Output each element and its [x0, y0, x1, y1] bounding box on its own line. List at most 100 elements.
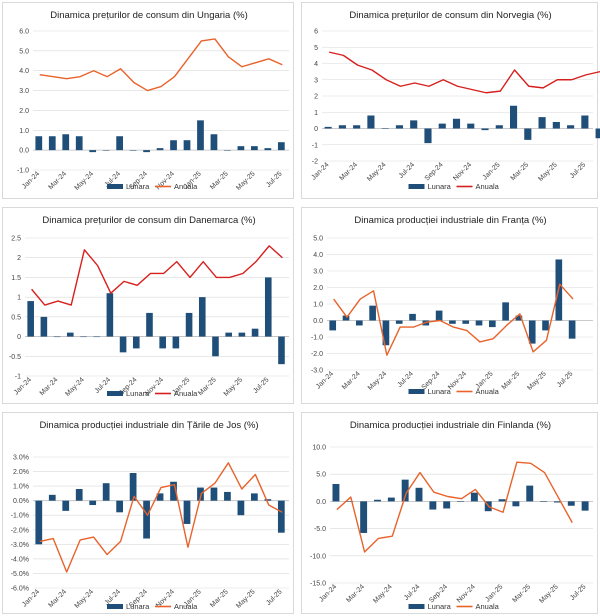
- bar-May-25: [251, 493, 258, 501]
- bar-Jan-25: [197, 487, 204, 501]
- x-tick-label: May-25: [538, 583, 560, 605]
- bar-Jun-25: [251, 328, 259, 337]
- x-tick-label: May-25: [235, 588, 257, 610]
- bar-Oct-24: [156, 148, 164, 151]
- bar-Jun-24: [395, 125, 404, 129]
- bar-Sep-24: [132, 336, 140, 349]
- bar-Mar-25: [524, 128, 532, 140]
- bar-Nov-24: [470, 492, 478, 502]
- y-tick-label: -5.0%: [11, 571, 29, 578]
- bar-Jan-25: [495, 125, 503, 129]
- bar-Apr-25: [540, 501, 548, 502]
- y-tick-label: -3.0%: [11, 542, 29, 549]
- bar-Jun-24: [93, 336, 100, 338]
- bar-Mar-25: [515, 315, 523, 321]
- bar-Feb-25: [210, 487, 218, 501]
- bar-Jul-25: [581, 115, 589, 129]
- bar-Nov-24: [170, 481, 177, 501]
- chart-hu: Dinamica prețurilor de consum din Ungari…: [17, 10, 289, 192]
- chart-title: Dinamica producției industriale din Țări…: [39, 420, 258, 431]
- bar-May-25: [552, 122, 560, 129]
- bar-Feb-24: [40, 316, 48, 337]
- bar-Dec-24: [475, 320, 483, 326]
- x-tick-label: May-24: [367, 370, 389, 392]
- bar-Nov-24: [170, 140, 177, 151]
- bar-Jul-24: [116, 136, 124, 151]
- bar-Jun-25: [567, 501, 575, 506]
- x-tick-label: Jan-25: [484, 583, 504, 603]
- x-tick-label: Mar-24: [39, 376, 60, 397]
- chart-panel-nl: Dinamica producției industriale din Țări…: [2, 412, 294, 614]
- bar-Aug-24: [119, 336, 127, 353]
- x-tick-label: Jul-24: [403, 583, 422, 602]
- x-tick-label: Nov-24: [452, 161, 473, 182]
- chart-panel-fr: Dinamica producției industriale din Fran…: [301, 207, 598, 404]
- bar-Nov-24: [467, 123, 475, 129]
- y-tick-label: 0.0: [19, 148, 29, 155]
- legend-swatch-lunara: [107, 604, 123, 609]
- x-tick-label: Mar-25: [197, 376, 218, 397]
- y-tick-label: 5: [314, 45, 318, 52]
- bar-Sep-24: [443, 501, 451, 509]
- bar-Feb-25: [512, 501, 520, 507]
- bar-Aug-24: [424, 128, 432, 144]
- x-tick-label: May-25: [537, 161, 559, 183]
- legend-label-anuala: Anuala: [476, 387, 500, 396]
- legend-label-anuala: Anuala: [174, 389, 198, 398]
- chart-title: Dinamica producției industriale din Fran…: [354, 215, 546, 226]
- bar-Apr-24: [75, 136, 83, 151]
- bar-Apr-24: [66, 332, 74, 337]
- x-tick-label: Jul-25: [569, 583, 588, 602]
- y-tick-label: 1.5: [11, 275, 21, 282]
- y-tick-label: -0.5: [9, 354, 21, 361]
- bar-Apr-25: [538, 117, 546, 129]
- x-tick-label: Mar-24: [338, 161, 359, 182]
- y-tick-label: 2.5: [11, 236, 21, 243]
- bar-Dec-24: [172, 336, 180, 349]
- bar-Sep-24: [143, 500, 150, 539]
- chart-nl: Dinamica producției industriale din Țări…: [11, 420, 289, 611]
- bar-Apr-25: [225, 332, 232, 337]
- bar-Apr-24: [369, 305, 376, 321]
- legend-label-lunara: Lunara: [126, 182, 150, 191]
- bar-Mar-25: [224, 491, 231, 501]
- y-tick-label: 1.0%: [13, 484, 29, 491]
- bar-Feb-24: [338, 125, 346, 129]
- bar-Jul-24: [106, 293, 114, 337]
- bar-Feb-24: [48, 136, 56, 151]
- bar-Jun-24: [401, 479, 409, 502]
- bar-Apr-25: [237, 146, 245, 151]
- legend-swatch-lunara: [408, 389, 425, 394]
- bar-Feb-25: [502, 302, 509, 321]
- y-tick-label: -6.0%: [11, 586, 29, 593]
- y-tick-label: 0: [17, 334, 21, 341]
- bar-Jan-25: [185, 312, 193, 337]
- bar-May-24: [382, 320, 390, 346]
- chart-no: Dinamica prețurilor de consum din Norveg…: [310, 10, 600, 191]
- x-tick-label: Nov-24: [155, 170, 176, 191]
- chart-dk: Dinamica prețurilor de consum din Danema…: [9, 215, 289, 398]
- y-tick-label: -1.0%: [11, 513, 29, 520]
- bar-May-24: [381, 128, 389, 129]
- bar-Feb-24: [48, 494, 56, 501]
- x-tick-label: Mar-25: [501, 370, 522, 391]
- x-tick-label: Jul-25: [265, 170, 284, 189]
- bar-Feb-25: [509, 105, 518, 129]
- legend-label-anuala: Anuala: [476, 602, 500, 611]
- y-tick-label: 6.0: [19, 29, 29, 36]
- bar-Sep-24: [435, 310, 443, 321]
- bar-Feb-24: [342, 315, 350, 321]
- bar-May-24: [89, 500, 97, 506]
- x-tick-label: Jul-25: [252, 376, 271, 395]
- bar-Nov-24: [462, 320, 470, 324]
- bar-Dec-24: [183, 140, 191, 151]
- bar-Apr-24: [374, 499, 381, 502]
- x-tick-label: Jul-24: [396, 370, 415, 389]
- bar-Mar-24: [62, 134, 70, 151]
- chart-panel-dk: Dinamica prețurilor de consum din Danema…: [2, 207, 294, 404]
- x-tick-label: May-24: [74, 588, 96, 610]
- legend-swatch-lunara: [408, 184, 425, 189]
- bar-Jan-25: [498, 499, 506, 502]
- bar-Jun-24: [102, 483, 110, 501]
- series-line-anuala: [39, 462, 283, 573]
